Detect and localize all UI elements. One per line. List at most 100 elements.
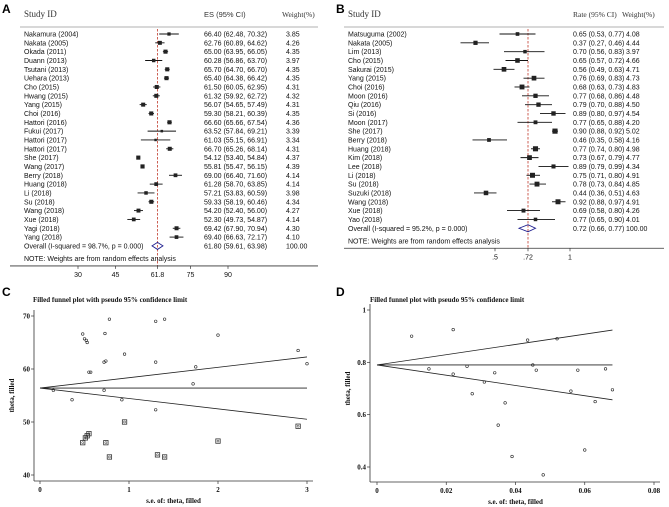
study-name: Matsuguma (2002): [348, 32, 407, 39]
x-tick-label: 2: [216, 486, 220, 494]
study-row: Su (2018) 0.78 (0.73, 0.84) 4.85: [348, 182, 640, 189]
header-study-id: Study ID: [24, 9, 57, 19]
observed-study-point: [410, 334, 414, 338]
weight-value: 4.85: [626, 182, 640, 189]
observed-study-point: [87, 370, 91, 374]
observed-study-point: [593, 399, 597, 404]
point-estimate-marker: [167, 120, 172, 125]
effect-size-ci: 0.69 (0.58, 0.80): [573, 208, 624, 215]
imputed-study-square: [86, 431, 92, 437]
point-estimate-marker: [136, 208, 141, 213]
x-tick-label: 1: [568, 254, 572, 261]
weight-value: 4.36: [286, 120, 300, 127]
overall-effect-size-ci: 61.80 (59.61, 63.98): [204, 243, 267, 250]
imputed-study-point: [108, 455, 111, 459]
study-name: Hattori (2016): [24, 120, 67, 127]
point-estimate-marker: [552, 128, 558, 134]
upper-confidence-limit: [376, 329, 613, 366]
imputed-study-point: [216, 439, 220, 443]
imputed-study-point: [296, 424, 300, 428]
observed-study-point: [465, 364, 469, 368]
study-name: Qiu (2016): [348, 102, 381, 109]
x-tick-label: 1: [127, 486, 131, 494]
weight-value: 4.73: [626, 76, 640, 83]
weight-value: 4.35: [286, 49, 300, 56]
point-estimate-marker: [160, 129, 164, 133]
study-name: Cho (2015): [24, 84, 59, 91]
observed-study-point: [154, 360, 158, 364]
study-name: Huang (2018): [348, 146, 391, 153]
weight-value: 4.30: [286, 226, 300, 233]
study-name: Xue (2018): [348, 208, 383, 215]
weight-value: 3.34: [286, 137, 300, 144]
study-row: Huang (2018) 0.77 (0.74, 0.80) 4.98: [348, 146, 640, 153]
panel-label: A: [2, 2, 11, 16]
weight-value: 4.26: [286, 40, 300, 47]
point-estimate-marker: [154, 84, 159, 89]
point-estimate-marker: [164, 76, 169, 81]
study-name: Li (2018): [348, 173, 376, 180]
effect-size-ci: 0.73 (0.67, 0.79): [573, 155, 624, 162]
effect-size-ci: 0.65 (0.53, 0.77): [573, 32, 624, 39]
study-row: Su (2018) 59.33 (58.19, 60.46) 4.34: [24, 199, 300, 206]
imputed-study-point: [156, 453, 159, 457]
y-tick-label: 0.6: [357, 411, 366, 419]
point-estimate-marker: [144, 191, 148, 195]
effect-size-ci: 0.44 (0.36, 0.51): [573, 190, 624, 197]
study-row: Nakata (2005) 0.37 (0.27, 0.46) 4.44: [348, 40, 640, 47]
point-estimate-marker: [483, 190, 489, 196]
observed-study-point: [305, 362, 309, 366]
study-row: Sakurai (2015) 0.56 (0.49, 0.63) 4.71: [348, 67, 640, 74]
weights-note: NOTE: Weights are from random effects an…: [348, 238, 500, 245]
lower-confidence-limit: [376, 364, 613, 401]
observed-study-point: [526, 338, 530, 342]
observed-study-point: [296, 348, 300, 353]
effect-size-ci: 66.70 (65.26, 68.14): [204, 146, 267, 153]
study-name: Lee (2018): [348, 164, 382, 171]
point-estimate-marker: [487, 138, 491, 142]
y-tick-label: 0.8: [357, 359, 366, 367]
overall-diamond: [517, 224, 537, 233]
effect-size-ci: 63.52 (57.84, 69.21): [204, 129, 267, 136]
weight-value: 4.08: [626, 32, 640, 39]
point-estimate-marker: [165, 67, 170, 72]
effect-size-ci: 69.00 (66.40, 71.60): [204, 173, 267, 180]
weight-value: 4.50: [626, 102, 640, 109]
effect-size-ci: 65.00 (63.95, 66.05): [204, 49, 267, 56]
study-row: She (2017) 54.12 (53.40, 54.84) 4.37: [24, 155, 300, 162]
panel-label: C: [2, 285, 11, 299]
panel-label: D: [336, 285, 345, 299]
x-tick-label: 0.06: [579, 487, 592, 495]
weight-value: 4.01: [626, 217, 640, 224]
study-name: Hattori (2017): [24, 146, 67, 153]
point-estimate-marker: [136, 155, 141, 160]
point-estimate-marker: [501, 66, 507, 72]
study-row: Xue (2018) 0.69 (0.58, 0.80) 4.26: [348, 208, 640, 215]
y-tick-label: 70: [23, 313, 31, 321]
study-name: Su (2018): [24, 199, 55, 206]
study-name: Suzuki (2018): [348, 190, 391, 197]
weight-value: 4.63: [626, 190, 640, 197]
point-estimate-marker: [167, 32, 171, 36]
observed-study-point: [576, 368, 580, 372]
study-name: Xue (2018): [24, 217, 59, 224]
effect-size-ci: 0.77 (0.68, 0.86): [573, 93, 624, 100]
observed-study-point: [496, 423, 500, 427]
weight-value: 4.98: [626, 146, 640, 153]
study-name: Berry (2018): [348, 137, 387, 144]
observed-study-point: [482, 380, 486, 384]
point-estimate-marker: [555, 199, 561, 205]
observed-study-point: [569, 389, 573, 393]
forest-plot-a: A Study ID ES (95% CI) Weight(%) Nakamura (2…: [2, 2, 318, 279]
study-row: Li (2018) 0.75 (0.71, 0.80) 4.91: [348, 173, 640, 180]
x-tick-label: .72: [523, 254, 533, 261]
study-name: Sakurai (2015): [348, 67, 394, 74]
study-name: Huang (2018): [24, 182, 67, 189]
weight-value: 4.54: [626, 111, 640, 118]
effect-size-ci: 0.77 (0.65, 0.88): [573, 120, 624, 127]
effect-size-ci: 66.40 (62.48, 70.32): [204, 32, 267, 39]
study-name: Wang (2018): [348, 199, 388, 206]
weight-value: 4.14: [286, 182, 300, 189]
point-estimate-marker: [149, 111, 154, 116]
observed-study-point: [503, 401, 507, 405]
